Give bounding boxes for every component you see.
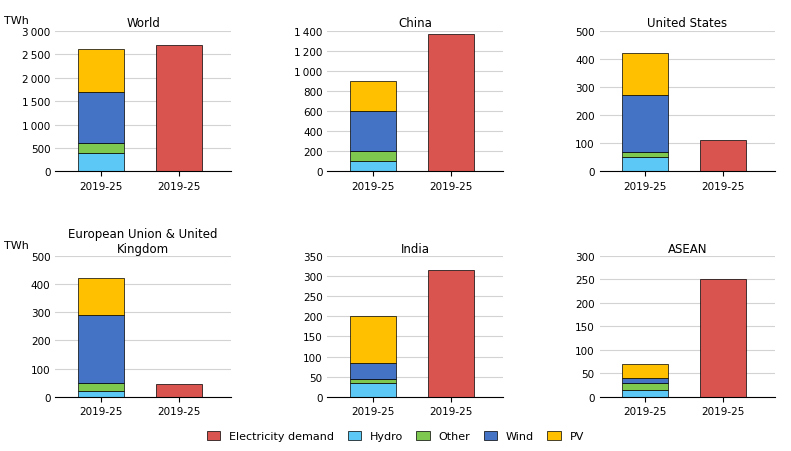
Bar — [350, 152, 396, 162]
Bar — [78, 92, 123, 144]
Bar — [350, 379, 396, 383]
Title: United States: United States — [647, 18, 728, 30]
Bar — [350, 82, 396, 112]
Bar — [156, 384, 202, 397]
Title: China: China — [399, 18, 432, 30]
Bar — [700, 141, 746, 172]
Bar — [623, 364, 668, 378]
Bar — [623, 152, 668, 158]
Bar — [623, 54, 668, 96]
Bar — [78, 315, 123, 383]
Bar — [350, 112, 396, 152]
Bar — [156, 46, 202, 172]
Bar — [78, 391, 123, 397]
Bar — [623, 96, 668, 152]
Bar — [623, 383, 668, 390]
Title: European Union & United
Kingdom: European Union & United Kingdom — [68, 227, 218, 255]
Bar — [428, 271, 474, 397]
Y-axis label: TWh: TWh — [4, 16, 29, 26]
Bar — [78, 153, 123, 172]
Bar — [78, 383, 123, 391]
Title: ASEAN: ASEAN — [668, 242, 707, 255]
Title: India: India — [401, 242, 430, 255]
Bar — [78, 279, 123, 315]
Bar — [428, 35, 474, 172]
Bar — [350, 162, 396, 172]
Bar — [350, 363, 396, 379]
Legend: Electricity demand, Hydro, Other, Wind, PV: Electricity demand, Hydro, Other, Wind, … — [202, 426, 589, 446]
Bar — [78, 144, 123, 153]
Bar — [350, 383, 396, 397]
Bar — [623, 390, 668, 397]
Bar — [700, 280, 746, 397]
Bar — [623, 158, 668, 172]
Bar — [78, 51, 123, 92]
Bar — [623, 378, 668, 383]
Y-axis label: TWh: TWh — [4, 241, 29, 251]
Bar — [350, 317, 396, 363]
Title: World: World — [127, 18, 160, 30]
